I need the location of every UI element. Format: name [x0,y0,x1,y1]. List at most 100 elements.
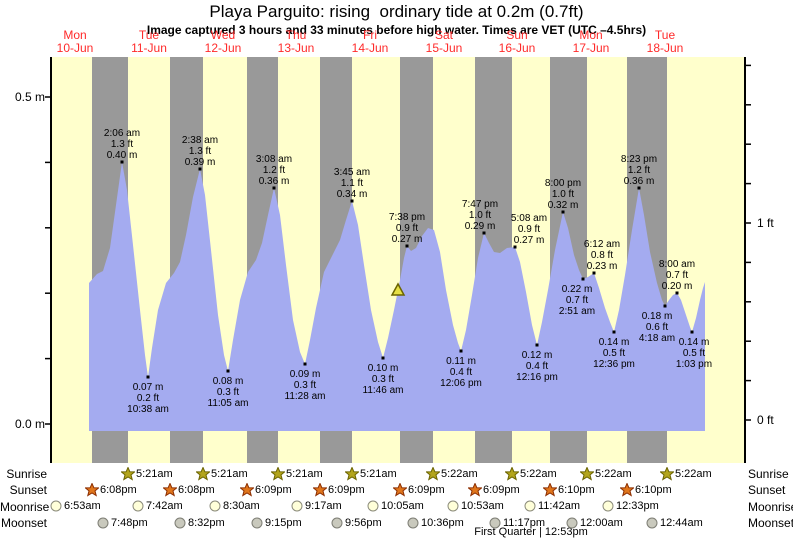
tide-event-label-high: 8:00 pm 1.0 ft 0.32 m [545,178,581,211]
moonrise-circle-icon [367,500,379,512]
tide-event-dot [513,245,517,249]
tide-event-label-high: 2:06 am 1.3 ft 0.40 m [104,128,140,161]
sunrise-star-icon [580,467,594,481]
moonset-entry: 9:56pm [330,516,382,530]
tide-event-label-low: 0.07 m 0.2 ft 10:38 am [127,382,169,415]
sunset-time: 6:09pm [255,484,292,496]
day-label: Wed 12-Jun [205,29,242,55]
moonset-time: 10:36pm [421,517,464,529]
moonset-circle-icon [97,517,109,529]
moonrise-circle-icon [524,500,536,512]
tide-event-dot [303,362,307,366]
day-label: Tue 18-Jun [647,29,684,55]
sunrise-star-icon [426,467,440,481]
sunrise-entry: 5:21am [345,467,397,481]
tide-event-label-low: 0.10 m 0.3 ft 11:46 am [363,363,404,396]
moonrise-entry: 7:42am [131,499,183,513]
sunrise-entry: 5:22am [580,467,632,481]
sunrise-star-icon [196,467,210,481]
tide-event-dot [198,167,202,171]
tide-event-dot [675,291,679,295]
sunrise-entry: 5:21am [196,467,248,481]
day-label: Sat 15-Jun [426,29,463,55]
moonrise-entry: 11:42am [523,499,580,513]
day-label-date: 18-Jun [646,41,684,55]
moonrise-circle-icon [50,500,62,512]
sunrise-star-icon [121,467,135,481]
moonrise-circle-icon [132,500,144,512]
tide-event-label-high: 3:08 am 1.2 ft 0.36 m [256,154,292,187]
sunrise-star-icon [345,467,359,481]
tide-event-label-low: 0.18 m 0.6 ft 4:18 am [639,311,675,344]
tide-event-label-high: 7:38 pm 0.9 ft 0.27 m [389,212,425,245]
moonset-entry: 9:15pm [250,516,302,530]
tide-event-label-low: 0.22 m 0.7 ft 2:51 am [559,284,595,317]
day-label-dow: Tue [138,28,160,42]
tide-event-label-high: 8:00 am 0.7 ft 0.20 m [659,259,695,292]
tide-event-dot [535,343,539,347]
tide-event-label-low: 0.14 m 0.5 ft 12:36 pm [593,337,635,370]
day-label: Mon 10-Jun [57,29,94,55]
sunset-star-icon [620,483,634,497]
moonrise-time: 6:53am [64,500,101,512]
moonrise-entry: 9:17am [290,499,342,513]
sunset-entry: 6:09pm [313,483,365,497]
moonrise-entry: 6:53am [49,499,101,513]
tide-event-label-high: 7:47 pm 1.0 ft 0.29 m [462,199,498,232]
row-label-sunset-right: Sunset [748,483,786,497]
moonset-time: 11:17pm [503,517,545,529]
tide-event-label-high: 6:12 am 0.8 ft 0.23 m [584,239,620,272]
day-label: Mon 17-Jun [573,29,610,55]
tide-event-dot [272,186,276,190]
tide-event-dot [226,369,230,373]
tide-event-dot [612,330,616,334]
moonrise-entry: 10:05am [366,499,424,513]
sunrise-entry: 5:22am [660,467,712,481]
row-label-moonrise-right: Moonrise [748,500,793,514]
moonset-entry: 10:36pm [406,516,464,530]
moonset-time: 12:44am [660,517,703,529]
sunset-star-icon [543,483,557,497]
tide-event-label-high: 8:23 pm 1.2 ft 0.36 m [621,154,657,187]
sunset-time: 6:10pm [635,484,672,496]
y-axis-label-left-bottom: 0.0 m [14,417,45,431]
sunrise-time: 5:22am [520,468,557,480]
sunrise-time: 5:21am [211,468,248,480]
tide-event-dot [690,330,694,334]
sunrise-time: 5:21am [136,468,173,480]
sunset-entry: 6:09pm [468,483,520,497]
day-label: Fri 14-Jun [352,29,389,55]
moonrise-circle-icon [602,500,614,512]
moonset-time: 9:15pm [265,517,302,529]
day-label: Sun 16-Jun [499,29,536,55]
moonset-time: 7:48pm [111,517,148,529]
sunrise-entry: 5:21am [121,467,173,481]
moonset-circle-icon [174,517,186,529]
sunrise-time: 5:21am [286,468,323,480]
sunrise-time: 5:22am [675,468,712,480]
moonset-entry: 12:00am [565,516,623,530]
moonrise-circle-icon [447,500,459,512]
tide-event-label-high: 3:45 am 1.1 ft 0.34 m [334,167,370,200]
sunrise-time: 5:22am [595,468,632,480]
sunset-star-icon [468,483,482,497]
row-label-sunrise-left: Sunrise [6,467,47,481]
moonset-time: 8:32pm [188,517,225,529]
y-axis-label-right-top: 1 ft [757,216,774,230]
moonset-circle-icon [407,517,419,529]
sunset-entry: 6:10pm [620,483,672,497]
day-label-dow: Fri [362,28,377,42]
tide-event-label-high: 2:38 am 1.3 ft 0.39 m [182,135,218,168]
tide-event-dot [592,271,596,275]
moonset-circle-icon [566,517,578,529]
tide-water-area [89,162,705,431]
tide-event-label-low: 0.09 m 0.3 ft 11:28 am [285,369,326,402]
day-label-date: 11-Jun [131,41,167,55]
day-label-date: 15-Jun [425,41,463,55]
day-label-date: 17-Jun [572,41,610,55]
row-label-sunrise-right: Sunrise [748,467,789,481]
page-title: Playa Parguito: rising ordinary tide at … [209,2,584,21]
day-label-date: 13-Jun [277,41,315,55]
moonrise-time: 11:42am [538,500,580,512]
